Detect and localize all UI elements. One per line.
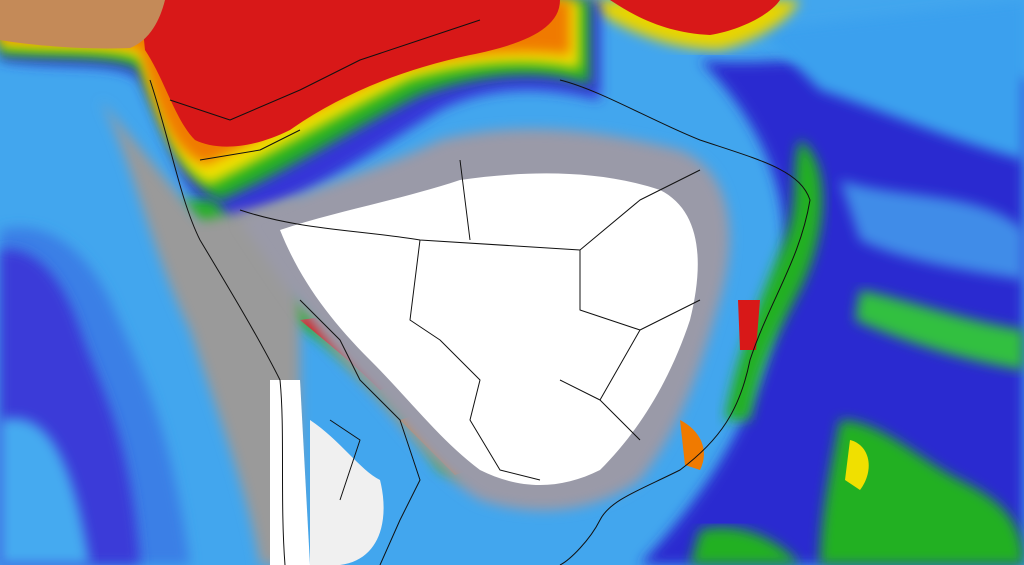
atlantic-blue-band [840, 180, 1024, 280]
rain-red-north [140, 0, 560, 147]
rain-red-east-coast [738, 300, 760, 350]
border-brazil-north [239, 209, 701, 331]
borders [149, 19, 811, 565]
dry-white-brazil [280, 173, 698, 485]
border-brazil-west [409, 239, 541, 481]
rain-green-mid-ocean [855, 290, 1024, 370]
border-west-coast [149, 79, 286, 565]
rain-green-south-coast [690, 527, 800, 565]
border-east-coast [559, 79, 811, 565]
dry-white-south [270, 380, 310, 565]
ocean-light-patch [0, 418, 90, 565]
atlantic-violet [640, 58, 1024, 565]
rain-yellow-se-ocean [845, 440, 869, 490]
atlantic-light [760, 0, 1024, 160]
rain-orange-southeast [680, 420, 704, 470]
dry-white-argentina [310, 420, 384, 565]
dry-brown-nw [0, 0, 165, 49]
border-north-west [169, 19, 481, 161]
border-states [459, 159, 701, 441]
rain-red-ne [610, 0, 780, 35]
rain-green-se-ocean [820, 420, 1024, 565]
border-south-west [299, 299, 421, 565]
